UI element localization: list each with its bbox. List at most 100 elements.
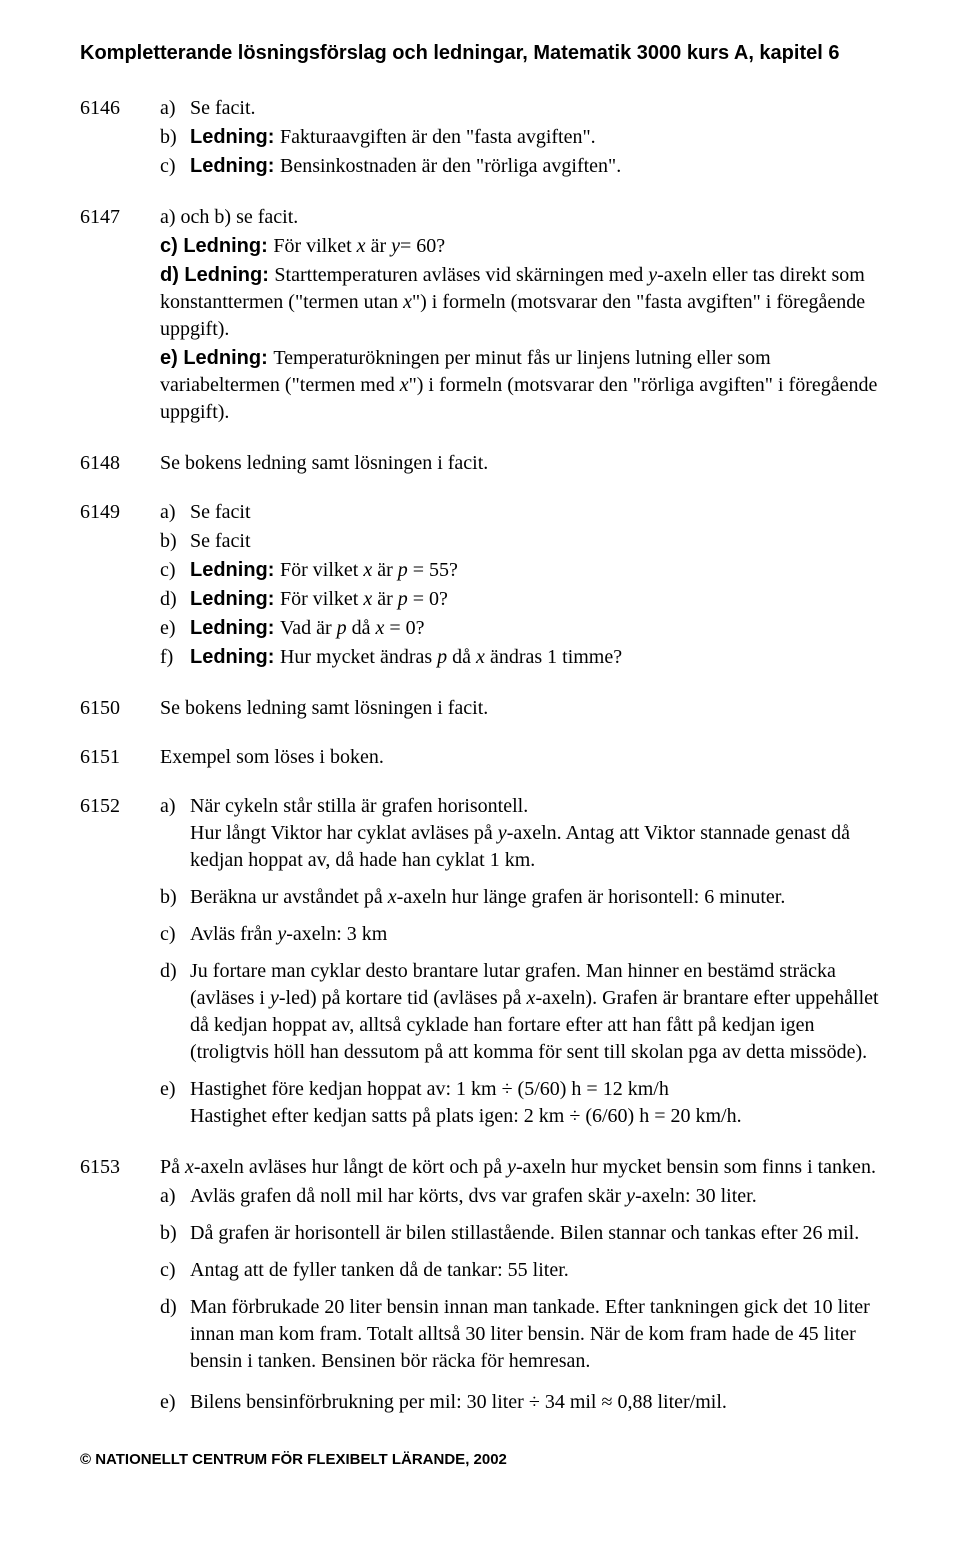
item-text: När cykeln står stilla är grafen horison… (190, 793, 880, 874)
item-text: Man förbrukade 20 liter bensin innan man… (190, 1294, 880, 1375)
exercise-body: a) Se facit b) Se facit c) Ledning: För … (160, 499, 880, 673)
item-d: d) Man förbrukade 20 liter bensin innan … (160, 1294, 880, 1375)
ledning-label: Ledning: (190, 617, 280, 639)
item-f: f) Ledning: Hur mycket ändras p då x änd… (160, 644, 880, 671)
exercise-6152: 6152 a) När cykeln står stilla är grafen… (80, 793, 880, 1132)
var-p: p (437, 646, 447, 668)
item-text: Ledning: För vilket x är p = 0? (190, 586, 880, 613)
var-y: y (391, 235, 400, 257)
copyright-footer: © NATIONELLT CENTRUM FÖR FLEXIBELT LÄRAN… (80, 1450, 880, 1470)
item-c: c) Ledning: För vilket x är y= 60? (160, 233, 880, 260)
page: Kompletterande lösningsförslag och ledni… (0, 0, 960, 1520)
page-heading: Kompletterande lösningsförslag och ledni… (80, 40, 880, 67)
item-text: Ledning: Bensinkostnaden är den "rörliga… (190, 153, 880, 180)
exercise-number: 6149 (80, 499, 160, 673)
text: är (372, 588, 398, 610)
exercise-body: Exempel som löses i boken. (160, 744, 880, 771)
exercise-6151: 6151 Exempel som löses i boken. (80, 744, 880, 771)
var-y: y (277, 923, 286, 945)
item-label: b) (160, 528, 190, 555)
text: Avläs från (190, 923, 277, 945)
var-p: p (398, 559, 408, 581)
exercise-body: a) och b) se facit. c) Ledning: För vilk… (160, 204, 880, 428)
text: -axeln hur mycket bensin som finns i tan… (516, 1156, 876, 1178)
var-x: x (476, 646, 485, 668)
var-y: y (648, 264, 657, 286)
item-d: d) Ju fortare man cyklar desto brantare … (160, 958, 880, 1066)
var-y: y (507, 1156, 516, 1178)
item-e: e) Bilens bensinförbrukning per mil: 30 … (160, 1389, 880, 1416)
item-c: c) Ledning: För vilket x är p = 55? (160, 557, 880, 584)
ledning-label: e) Ledning: (160, 347, 273, 369)
item-e: e) Ledning: Vad är p då x = 0? (160, 615, 880, 642)
text: -axeln: 3 km (286, 923, 387, 945)
exercise-number: 6152 (80, 793, 160, 1132)
text: = 60? (400, 235, 445, 257)
item-text: Bilens bensinförbrukning per mil: 30 lit… (190, 1389, 880, 1416)
text: Starttemperaturen avläses vid skärningen… (274, 264, 648, 286)
var-x: x (363, 559, 372, 581)
text: är (372, 559, 398, 581)
exercise-number: 6147 (80, 204, 160, 428)
var-x: x (388, 886, 397, 908)
text: Fakturaavgiften är den "fasta avgiften". (280, 126, 596, 148)
item-c: c) Avläs från y-axeln: 3 km (160, 921, 880, 948)
text: -led) på kortare tid (avläses på (279, 987, 527, 1009)
var-y: y (498, 822, 507, 844)
item-ab: a) och b) se facit. (160, 204, 880, 231)
text: Hur mycket ändras (280, 646, 437, 668)
text: Hur långt Viktor har cyklat avläses på (190, 822, 498, 844)
item-text: Ledning: Hur mycket ändras p då x ändras… (190, 644, 880, 671)
text: -axeln: 30 liter. (635, 1185, 757, 1207)
exercise-body: a) När cykeln står stilla är grafen hori… (160, 793, 880, 1132)
text: då (347, 617, 376, 639)
exercise-body: a) Se facit. b) Ledning: Fakturaavgiften… (160, 95, 880, 182)
exercise-body: På x-axeln avläses hur långt de kört och… (160, 1154, 880, 1418)
item-b: b) Ledning: Fakturaavgiften är den "fast… (160, 124, 880, 151)
item-text: Antag att de fyller tanken då de tankar:… (190, 1257, 880, 1284)
item-text: Ledning: Fakturaavgiften är den "fasta a… (190, 124, 880, 151)
item-label: c) (160, 921, 190, 948)
item-label: a) (160, 499, 190, 526)
ledning-label: Ledning: (190, 155, 280, 177)
text: Beräkna ur avståndet på (190, 886, 388, 908)
exercise-body: Se bokens ledning samt lösningen i facit… (160, 450, 880, 477)
var-x: x (403, 291, 412, 313)
item-label: d) (160, 1294, 190, 1375)
exercise-6147: 6147 a) och b) se facit. c) Ledning: För… (80, 204, 880, 428)
item-label: c) (160, 153, 190, 180)
exercise-6146: 6146 a) Se facit. b) Ledning: Fakturaavg… (80, 95, 880, 182)
text: Avläs grafen då noll mil har körts, dvs … (190, 1185, 626, 1207)
exercise-number: 6151 (80, 744, 160, 771)
text: På (160, 1156, 185, 1178)
text: Hastighet efter kedjan satts på plats ig… (190, 1105, 742, 1127)
item-text: Då grafen är horisontell är bilen stilla… (190, 1220, 880, 1247)
text: -axeln avläses hur långt de kört och på (194, 1156, 507, 1178)
item-text: Avläs grafen då noll mil har körts, dvs … (190, 1183, 880, 1210)
item-text: Ju fortare man cyklar desto brantare lut… (190, 958, 880, 1066)
ledning-label: Ledning: (190, 588, 280, 610)
ledning-label: Ledning: (190, 646, 280, 668)
exercise-6149: 6149 a) Se facit b) Se facit c) Ledning:… (80, 499, 880, 673)
item-label: d) (160, 586, 190, 613)
item-text: Avläs från y-axeln: 3 km (190, 921, 880, 948)
item-text: Se facit. (190, 95, 880, 122)
item-label: a) (160, 793, 190, 874)
text: För vilket (273, 235, 356, 257)
var-y: y (270, 987, 279, 1009)
text: = 0? (384, 617, 424, 639)
item-d: d) Ledning: För vilket x är p = 0? (160, 586, 880, 613)
item-label: e) (160, 1076, 190, 1130)
var-p: p (398, 588, 408, 610)
text: För vilket (280, 559, 363, 581)
text: När cykeln står stilla är grafen horison… (190, 795, 528, 817)
exercise-number: 6153 (80, 1154, 160, 1418)
item-label: e) (160, 1389, 190, 1416)
item-label: b) (160, 1220, 190, 1247)
text: är (366, 235, 392, 257)
ledning-label: c) Ledning: (160, 235, 273, 257)
text: För vilket (280, 588, 363, 610)
ledning-label: Ledning: (190, 559, 280, 581)
exercise-6153: 6153 På x-axeln avläses hur långt de kör… (80, 1154, 880, 1418)
item-a: a) När cykeln står stilla är grafen hori… (160, 793, 880, 874)
